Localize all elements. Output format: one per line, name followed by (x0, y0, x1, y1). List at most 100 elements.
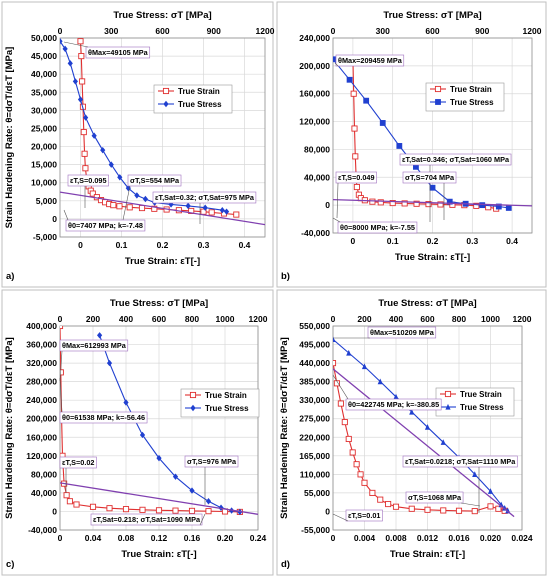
true-strain-point (424, 506, 431, 513)
true-strain-point (233, 211, 240, 218)
true-strain-point (455, 507, 463, 514)
annotation-4: σT,S=1068 MPa (408, 493, 462, 502)
true-strain-point (437, 201, 444, 208)
y-tick-label: 200,000 (299, 61, 330, 71)
annotation-leader (332, 374, 349, 400)
bottom-axis-label: True Strain: εT[-] (395, 252, 470, 263)
annotation-box (152, 191, 257, 204)
y-tick-label: 0 (52, 506, 57, 516)
true-strain-point (349, 449, 356, 456)
y-tick-label: 40,000 (31, 488, 57, 498)
y-tick-label: 220,000 (299, 432, 330, 442)
true-strain-point (155, 507, 163, 514)
x-top-tick-label: 800 (185, 314, 199, 324)
x-top-tick-label: 1200 (249, 314, 268, 324)
true-strain-point (116, 203, 123, 210)
true-strain-point (401, 200, 408, 207)
true-strain-point (487, 503, 494, 510)
top-axis-label: True Stress: σT [MPa] (113, 10, 211, 21)
legend-entry: True Stress (460, 403, 504, 412)
x-top-tick-label: 300 (104, 26, 118, 36)
true-strain-point (66, 498, 73, 505)
true-stress-point (72, 78, 78, 85)
true-strain-point (333, 360, 337, 367)
y-tick-label: 80,000 (31, 469, 57, 479)
x-bottom-tick-label: 0.016 (448, 533, 470, 543)
true-strain-point (126, 204, 133, 211)
x-bottom-tick-label: 0.20 (217, 533, 234, 543)
true-stress-point (446, 198, 453, 205)
y-axis-label: Strain Hardening Rate: θ=dσT/dεT [MPa] (4, 47, 15, 229)
top-axis-label: True Stress: σT [MPa] (378, 298, 476, 309)
annotation-leader (334, 62, 339, 67)
annotation-5: θ0=8000 MPa; k=-7.55 (340, 223, 415, 232)
panel-label: a) (6, 271, 14, 282)
annotation-2: θ0=61538 MPa; k=-56.46 (62, 413, 145, 422)
true-strain-point (473, 202, 480, 209)
annotation-box (335, 54, 405, 67)
plot-area (59, 37, 266, 238)
y-tick-label: -5,000 (33, 232, 57, 242)
x-bottom-tick-label: 0.12 (151, 533, 168, 543)
true-strain-point (188, 507, 196, 514)
annotation-1: θMax=209459 MPa (338, 56, 403, 65)
legend-marker (162, 87, 170, 95)
annotation-leader (332, 217, 341, 223)
annotation-1: θMax=510209 MPa (370, 328, 435, 337)
annotation-5: θ0=7407 MPa; k=-7.48 (68, 221, 143, 230)
x-bottom-tick-label: 0.020 (480, 533, 502, 543)
true-strain-point (369, 489, 376, 496)
x-bottom-tick-label: 0.004 (354, 533, 376, 543)
panel-label: c) (6, 559, 14, 570)
annotation-box (345, 398, 442, 411)
series-line-true-stress (333, 338, 509, 512)
x-bottom-tick-label: 0.04 (85, 533, 102, 543)
true-strain-point (341, 419, 348, 426)
annotation-leader (59, 377, 63, 413)
true-stress-point (498, 501, 504, 508)
true-stress-point (83, 114, 89, 121)
y-tick-label: 385,000 (299, 377, 330, 387)
true-stress-point (424, 424, 431, 430)
y-tick-label: 160,000 (299, 89, 330, 99)
true-strain-point (89, 503, 97, 510)
x-top-tick-label: 900 (475, 26, 489, 36)
legend-marker (445, 403, 451, 410)
x-top-tick-label: 0 (331, 26, 336, 36)
x-bottom-tick-label: 0.012 (417, 533, 439, 543)
true-stress-point (377, 378, 383, 385)
x-top-tick-label: 1200 (256, 26, 275, 36)
true-strain-point (385, 500, 392, 508)
x-bottom-tick-label: 0 (331, 533, 336, 543)
true-stress-point (479, 202, 486, 209)
annotation-box (59, 456, 97, 469)
true-stress-point (185, 202, 191, 210)
true-stress-point (62, 45, 68, 53)
true-strain-point (60, 326, 64, 330)
fit-line (333, 368, 515, 518)
true-stress-point (108, 161, 114, 168)
true-stress-point (106, 359, 113, 367)
x-top-tick-label: 400 (389, 314, 403, 324)
y-tick-label: 0 (52, 214, 57, 224)
true-strain-point (82, 165, 89, 172)
annotation-leader (461, 502, 481, 507)
annotation-5: εT,S=0.01 (348, 511, 380, 520)
annotation-box (399, 153, 512, 166)
true-stress-point (172, 473, 179, 480)
y-tick-label: 120,000 (299, 117, 330, 127)
true-strain-point (172, 507, 179, 514)
true-strain-point (345, 435, 352, 443)
fit-line (60, 191, 265, 226)
true-stress-point (218, 504, 224, 511)
x-bottom-tick-label: 0 (351, 236, 356, 246)
annotation-box (335, 171, 377, 184)
panel-d: -55,000055,000110,000165,000220,000275,0… (276, 289, 547, 576)
true-stress-point (125, 184, 131, 192)
true-strain-point (377, 199, 384, 206)
annotation-leader (336, 182, 339, 219)
true-strain-point (80, 129, 87, 136)
true-stress-point (205, 498, 212, 505)
panel-c: -40,000040,00080,000120,000160,000200,00… (1, 289, 274, 576)
legend-entry: True Strain (450, 85, 492, 94)
